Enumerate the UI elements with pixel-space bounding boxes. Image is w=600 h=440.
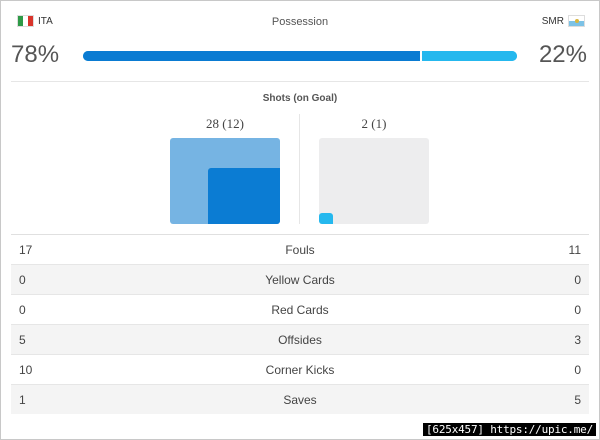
stat-home-value: 17 (19, 243, 33, 257)
san-marino-flag-icon (568, 15, 585, 27)
away-shots-box (319, 138, 429, 224)
shots-title: Shots (on Goal) (262, 93, 338, 104)
stat-row: 5 Offsides 3 (11, 324, 589, 354)
home-team-code: ITA (38, 15, 53, 27)
home-shots-on-goal-box (208, 167, 280, 224)
away-team-header: SMR (542, 15, 589, 27)
away-shots-on-goal-box (319, 212, 334, 224)
divider (11, 81, 589, 82)
stat-row: 0 Yellow Cards 0 (11, 264, 589, 294)
stat-home-value: 5 (19, 333, 26, 347)
stat-row: 10 Corner Kicks 0 (11, 354, 589, 384)
home-shots-box (170, 138, 280, 224)
stat-home-value: 0 (19, 303, 26, 317)
stat-row: 17 Fouls 11 (11, 234, 589, 264)
home-team-header: ITA (13, 15, 53, 27)
stats-table: 17 Fouls 11 0 Yellow Cards 0 0 Red Cards 0 5 Offsi… (11, 234, 589, 414)
stat-label: Red Cards (271, 303, 329, 317)
stat-label: Corner Kicks (265, 363, 335, 377)
stat-home-value: 1 (19, 393, 26, 407)
italy-flag-icon (17, 15, 34, 27)
stat-home-value: 10 (19, 363, 33, 377)
away-team-code: SMR (541, 15, 564, 27)
stat-home-value: 0 (19, 273, 26, 287)
possession-title: Possession (271, 16, 329, 28)
stat-away-value: 0 (574, 273, 581, 287)
home-possession-percent: 78% (11, 41, 60, 68)
stat-away-value: 11 (568, 243, 581, 257)
stat-label: Yellow Cards (265, 273, 335, 287)
possession-bar (83, 51, 517, 61)
stat-away-value: 0 (574, 303, 581, 317)
shots-divider (299, 114, 300, 224)
stat-label: Fouls (285, 243, 315, 257)
watermark: [625x457] https://upic.me/ (423, 423, 596, 436)
away-possession-percent: 22% (538, 41, 587, 68)
stat-away-value: 5 (574, 393, 581, 407)
stat-label: Offsides (278, 333, 322, 347)
away-possession-fill (421, 51, 517, 61)
stat-away-value: 3 (574, 333, 581, 347)
away-shots-label: 2 (1) (361, 116, 387, 131)
home-possession-fill (83, 51, 422, 61)
stat-row: 0 Red Cards 0 (11, 294, 589, 324)
home-shots-label: 28 (12) (206, 116, 244, 131)
stat-label: Saves (283, 393, 317, 407)
stat-row: 1 Saves 5 (11, 384, 589, 414)
stat-away-value: 0 (574, 363, 581, 377)
